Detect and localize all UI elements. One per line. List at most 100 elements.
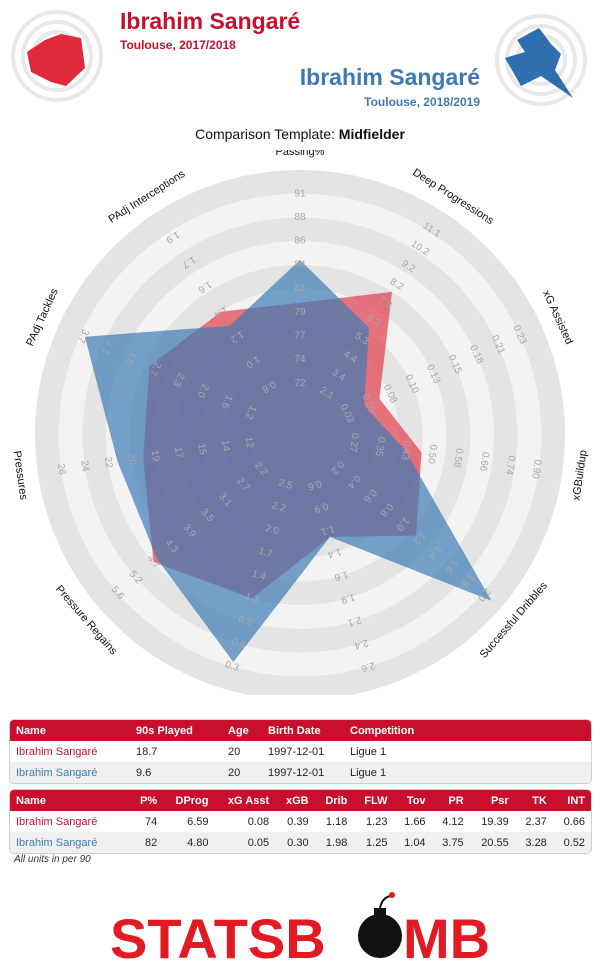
axis-label: xGBuildup <box>570 449 589 501</box>
table-cell: 0.30 <box>275 832 315 853</box>
tick-label: 2.2 <box>270 500 287 515</box>
table-header: Age <box>222 720 262 741</box>
table-cell: 19.39 <box>481 815 509 828</box>
table-cell: Ibrahim Sangaré <box>16 745 98 758</box>
table-cell: 1.98 <box>314 832 354 853</box>
tick-label: 0.6 <box>306 477 323 492</box>
table-header-row: Name 90s Played Age Birth Date Competiti… <box>10 720 591 741</box>
tick-label: 24 <box>78 460 91 473</box>
axis-label: Passing% <box>276 150 325 158</box>
table-header: INT <box>552 790 591 811</box>
tick-label: 1.2 <box>242 404 258 422</box>
tick-label: 14 <box>219 439 232 452</box>
tick-label: 2.4 <box>353 636 370 651</box>
tick-label: 79 <box>294 307 306 318</box>
radar-ring <box>35 170 565 695</box>
table-header: Name <box>10 790 130 811</box>
table-cell: Ibrahim Sangaré <box>10 832 130 853</box>
template-prefix: Comparison Template: <box>195 126 339 142</box>
tick-label: 2.1 <box>346 614 363 629</box>
player2-radar-badge-icon <box>495 14 587 106</box>
table-cell: 0.05 <box>214 832 276 853</box>
table-cell: 82 <box>130 832 164 853</box>
tick-label: 20 <box>125 453 138 466</box>
tick-label: 0.43 <box>399 440 413 461</box>
table-header: Name <box>10 720 130 741</box>
table-cell: 74 <box>144 815 158 828</box>
tick-label: 22 <box>102 456 115 469</box>
tick-label: 1.7 <box>257 546 274 561</box>
table-cell: 1.66 <box>404 815 426 828</box>
player1-subtitle: Toulouse, 2017/2018 <box>120 38 236 52</box>
table-cell: 1997-12-01 <box>262 762 344 783</box>
table-cell: Ligue 1 <box>350 745 387 758</box>
table-cell: 20 <box>222 762 262 783</box>
statsbomb-logo: STATSB MB <box>110 892 490 964</box>
table-cell: Ibrahim Sangaré <box>10 762 130 783</box>
table-cell: Ligue 1 <box>344 762 591 783</box>
table-cell: 20.55 <box>469 832 515 853</box>
tick-label: 74 <box>294 354 306 365</box>
table-cell: 3.28 <box>514 832 553 853</box>
tick-label: 2.0 <box>264 523 281 538</box>
units-footnote: All units in per 90 <box>14 854 91 865</box>
tick-label: 1.1 <box>319 523 336 538</box>
tick-label: 1.1 <box>244 591 261 606</box>
tick-label: 0.3 <box>224 659 241 674</box>
player2-name: Ibrahim Sangaré <box>299 64 480 90</box>
table-header: Tov <box>393 790 432 811</box>
table-row: Ibrahim Sangaré 9.6 20 1997-12-01 Ligue … <box>10 762 591 783</box>
table-row: Ibrahim Sangaré 18.7 20 1997-12-01 Ligue… <box>10 741 591 762</box>
table-cell: 0.08 <box>247 815 270 828</box>
table-cell: 4.12 <box>442 815 464 828</box>
tick-label: 19 <box>149 450 162 463</box>
table-header: FLW <box>353 790 394 811</box>
tick-label: 72 <box>294 378 306 389</box>
table-cell: 1.23 <box>366 815 388 828</box>
table-header: Psr <box>469 790 515 811</box>
table-header: Birth Date <box>262 720 344 741</box>
tick-label: 1.9 <box>339 591 356 606</box>
table-cell: 20 <box>228 745 241 758</box>
tick-label: 0.27 <box>347 432 361 453</box>
table-header: 90s Played <box>130 720 222 741</box>
table-cell: 6.59 <box>187 815 209 828</box>
tick-label: 1.4 <box>326 545 343 560</box>
tick-label: 84 <box>294 259 306 270</box>
tick-label: 17 <box>172 446 185 459</box>
tick-label: 0.6 <box>230 637 247 652</box>
tick-label: 12 <box>242 436 255 449</box>
tick-label: 3.7 <box>75 327 91 345</box>
tick-label: 0.50 <box>425 444 439 465</box>
tick-label: 81 <box>294 283 306 294</box>
table-header: DProg <box>163 790 215 811</box>
tick-label: 1.4 <box>250 568 267 583</box>
tick-label: 1.6 <box>218 393 234 411</box>
table-cell: 0.66 <box>563 815 585 828</box>
table-cell: 1.18 <box>325 815 348 828</box>
tick-label: 15 <box>196 443 209 456</box>
tick-label: 2.0 <box>195 382 211 400</box>
table-cell: 1.04 <box>393 832 432 853</box>
table-header: P% <box>130 790 164 811</box>
tick-label: 0.90 <box>529 459 543 480</box>
table-cell: 0.52 <box>552 832 591 853</box>
tick-label: 2.3 <box>170 371 186 389</box>
table-cell: 18.7 <box>136 745 158 758</box>
table-header: PR <box>431 790 470 811</box>
tick-label: 2.6 <box>359 659 376 674</box>
tick-label: 3.3 <box>99 338 115 356</box>
axis-label: Pressures <box>11 450 30 501</box>
logo-text-right: MB <box>403 907 490 964</box>
tick-label: 0.66 <box>477 451 491 472</box>
table-cell: 1.25 <box>353 832 394 853</box>
player1-radar-badge-icon <box>11 10 103 102</box>
stats-table: Name P% DProg xG Asst xGB Drib FLW Tov P… <box>9 789 592 854</box>
radar-ring <box>82 217 518 653</box>
bomb-icon <box>358 892 402 958</box>
tick-label: 2.7 <box>147 360 163 378</box>
tick-label: 0.9 <box>237 614 254 629</box>
radar-chart: 727477798184868891Passing%2.13.44.45.36.… <box>11 150 590 695</box>
table-header: TK <box>514 790 553 811</box>
tick-label: 0.58 <box>451 447 465 468</box>
